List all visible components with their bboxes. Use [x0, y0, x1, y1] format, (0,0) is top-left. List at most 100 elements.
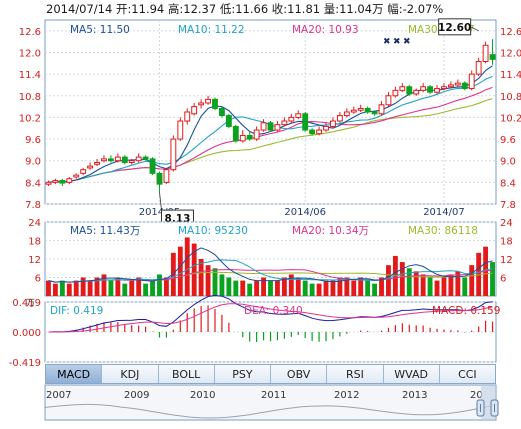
- volume-bar: [52, 283, 58, 296]
- candle-body: [239, 134, 246, 142]
- volume-tick-right: 24: [500, 218, 513, 229]
- volume-bar: [309, 283, 315, 296]
- price-tick-right: 10.2: [500, 113, 521, 124]
- candle-body: [59, 180, 66, 184]
- price-tick-right: 11.4: [500, 70, 521, 81]
- candle-body: [468, 73, 475, 90]
- volume-bar: [108, 280, 114, 296]
- volume-bar: [434, 280, 440, 296]
- volume-bar: [122, 283, 128, 296]
- indicator-tabs: MACD KDJ BOLL PSY OBV RSI WVAD CCI: [45, 364, 496, 384]
- volume-bar: [469, 265, 475, 296]
- tab-rsi[interactable]: RSI: [327, 365, 384, 383]
- price-tick-left: 9.6: [25, 135, 41, 146]
- candle-body: [350, 109, 357, 113]
- candle-body: [107, 158, 114, 162]
- volume-bar: [157, 274, 162, 296]
- header-info: 2014/07/14 开:11.94 高:12.37 低:11.66 收:11.…: [46, 2, 443, 16]
- event-marker-icon: ✖: [403, 37, 411, 47]
- candle-body: [343, 111, 350, 117]
- price-frame: [44, 19, 497, 205]
- price-tick-left: 9.0: [25, 157, 41, 168]
- candle-body: [454, 82, 461, 86]
- candle-body: [309, 129, 316, 135]
- tab-obv[interactable]: OBV: [271, 365, 328, 383]
- candle-body: [170, 138, 177, 171]
- volume-tick-right: 18: [500, 237, 513, 248]
- volume-bar: [198, 259, 204, 296]
- candle-body: [413, 89, 420, 95]
- candle-body: [163, 169, 170, 183]
- macd-legend-1: DEA: 0.340: [244, 305, 303, 317]
- candle-body: [191, 106, 198, 115]
- volume-bar: [268, 280, 273, 296]
- timeline-sparkline: [44, 403, 497, 419]
- candle-body: [482, 44, 489, 62]
- volume-bar: [261, 277, 266, 296]
- volume-bar: [413, 271, 419, 296]
- volume-tick-left: 24: [28, 218, 41, 229]
- timeline-year-label: 2009: [124, 390, 149, 401]
- volume-bar: [448, 274, 454, 296]
- price-tick-right: 12.6: [500, 27, 521, 38]
- timeline-year-label: 2012: [334, 390, 359, 401]
- volume-bar: [379, 277, 384, 296]
- macd-legend-2: MACD: 0.159: [432, 305, 500, 317]
- macd-tick: 0.419: [12, 298, 41, 309]
- volume-bar: [247, 283, 253, 296]
- price-panel: 12.6 12.6 12.0 12.0 11.4 11.4 10.8 10.8 10.2 10.2…: [19, 18, 521, 227]
- volume-bar: [129, 280, 135, 296]
- tab-wvad[interactable]: WVAD: [383, 365, 440, 383]
- volume-unit: 万: [26, 299, 35, 309]
- volume-bar: [351, 280, 357, 296]
- volume-bar: [316, 283, 322, 296]
- volume-tick-left: 6: [35, 274, 41, 285]
- candle-body: [385, 95, 392, 106]
- price-tick-right: 7.8: [500, 200, 516, 211]
- candle-body: [336, 115, 343, 122]
- timeline-navigator: 2007 2009 2010 2011 2012 2013 20: [44, 384, 499, 421]
- volume-bar: [46, 280, 51, 296]
- tab-cci[interactable]: CCI: [439, 365, 495, 383]
- candle-body: [371, 111, 378, 115]
- volume-bar: [143, 283, 149, 296]
- candle-body: [232, 125, 239, 142]
- volume-legend-ma5: MA5: 11.43万: [70, 225, 140, 237]
- volume-bar: [462, 277, 468, 296]
- volume-bar: [219, 274, 225, 296]
- candle-body: [378, 104, 385, 115]
- candle-body: [461, 82, 468, 90]
- volume-bar: [66, 283, 72, 296]
- volume-bar: [358, 277, 364, 296]
- tab-boll[interactable]: BOLL: [158, 365, 215, 383]
- volume-bar: [212, 268, 218, 296]
- volume-bar: [281, 277, 287, 296]
- volume-tick-left: 12: [28, 255, 41, 266]
- candle-body: [392, 89, 399, 97]
- price-tick-left: 7.8: [25, 200, 41, 211]
- tab-macd[interactable]: MACD: [46, 365, 103, 383]
- candle-body: [434, 88, 440, 93]
- candle-body: [66, 178, 73, 183]
- macd-dea-line: [48, 303, 493, 333]
- candle-body: [142, 156, 149, 160]
- candle-body: [101, 158, 107, 162]
- volume-bar: [184, 237, 190, 296]
- tab-kdj[interactable]: KDJ: [102, 365, 159, 383]
- volume-bar: [323, 280, 329, 296]
- candle-body: [447, 84, 454, 88]
- candle-body: [52, 180, 59, 183]
- price-tick-left: 12.6: [19, 27, 41, 38]
- candle-body: [45, 181, 52, 185]
- candle-body: [184, 111, 191, 122]
- candle-body: [330, 120, 336, 127]
- price-tick-left: 10.2: [19, 113, 41, 124]
- volume-bar: [275, 280, 280, 296]
- volume-bar: [150, 280, 155, 296]
- candle-body: [73, 174, 80, 178]
- volume-bar: [177, 246, 183, 296]
- candle-body: [260, 122, 267, 131]
- macd-panel: 0.419 0.000 -0.419 DIF: 0.419 DEA: 0.340 MACD…: [9, 294, 500, 369]
- tab-psy[interactable]: PSY: [214, 365, 271, 383]
